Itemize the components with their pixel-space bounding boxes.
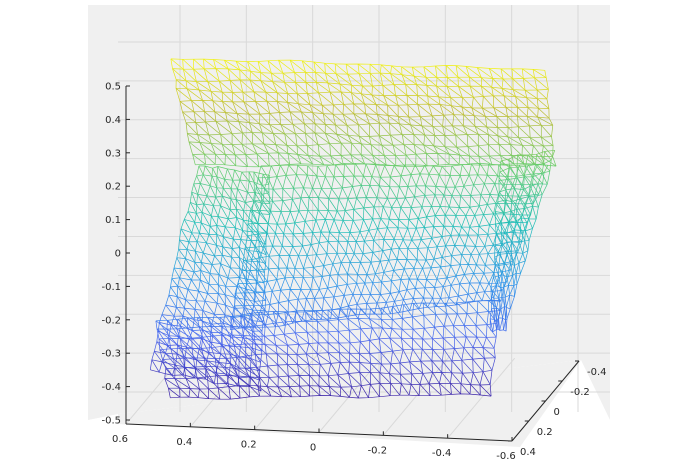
z-tick-label: -0.5 xyxy=(101,416,121,427)
y-tick-label: 0.4 xyxy=(520,447,536,458)
mesh-lower-body xyxy=(155,299,501,400)
mesh-top-slab xyxy=(170,58,557,168)
z-axis-ticks: -0.5 -0.4 -0.3 -0.2 -0.1 0 0.1 0.2 0.3 0.4 0.5 xyxy=(101,82,130,427)
z-tick-label: -0.4 xyxy=(101,382,121,393)
grid-line-floor xyxy=(318,352,387,433)
floor-plane xyxy=(118,360,581,447)
z-tick-label: 0.5 xyxy=(105,82,121,93)
x-tick-label: 0.2 xyxy=(241,440,257,451)
y-tick-label: 0.2 xyxy=(537,427,553,438)
mesh-right-bulge xyxy=(489,149,556,333)
z-tick-label: 0.2 xyxy=(105,182,121,193)
grid-line-floor xyxy=(189,346,258,428)
z-tick-label: 0.3 xyxy=(105,148,121,159)
z-tick-label: 0 xyxy=(115,249,121,260)
x-tick-label: 0 xyxy=(310,443,316,454)
z-tick-label: -0.3 xyxy=(101,349,121,360)
grid-line-floor xyxy=(125,343,194,425)
z-tick-label: 0.4 xyxy=(105,115,121,126)
grid-line-floor xyxy=(447,357,516,439)
z-tick-label: 0.1 xyxy=(105,215,121,226)
y-axis-ticks: -0.4 -0.2 00.20.4 xyxy=(508,360,607,458)
z-tick-label: -0.1 xyxy=(101,282,121,293)
grid-line-floor xyxy=(254,349,323,430)
x-axis-ticks: 0.6 0.4 0.2 0 -0.2 -0.4 -0.6 xyxy=(112,420,516,462)
mesh-surface xyxy=(149,58,557,400)
mesh-front-face xyxy=(229,162,549,331)
x-tick-label: 0.6 xyxy=(112,434,128,445)
back-wall-left xyxy=(88,5,118,420)
y-tick-label: 0 xyxy=(554,407,560,418)
mesh-left-column xyxy=(149,165,271,392)
z-tick-label: -0.2 xyxy=(101,315,121,326)
x-tick-label: -0.6 xyxy=(496,451,516,462)
x-tick-label: -0.4 xyxy=(432,448,452,459)
y-tick-label: -0.2 xyxy=(570,387,590,398)
x-tick-label: -0.2 xyxy=(368,445,388,456)
x-tick-label: 0.4 xyxy=(176,437,192,448)
y-tick-label: -0.4 xyxy=(587,367,607,378)
grid-lines xyxy=(118,5,610,442)
